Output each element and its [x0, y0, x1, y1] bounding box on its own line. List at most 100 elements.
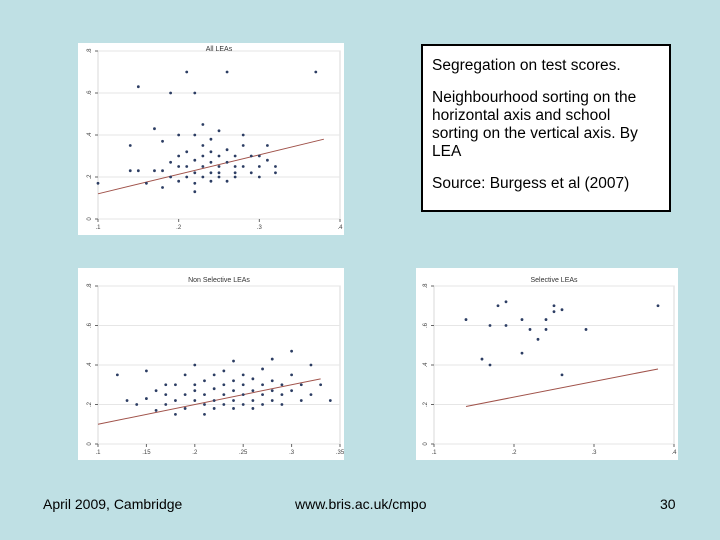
y-tick-label: 0 [87, 217, 93, 221]
data-point [169, 175, 172, 179]
y-tick-label: .4 [87, 132, 93, 138]
data-point [212, 387, 216, 391]
data-point [232, 389, 235, 393]
data-point [280, 393, 284, 397]
data-point [299, 383, 303, 387]
y-tick-label: .2 [87, 401, 93, 407]
data-point [203, 393, 206, 397]
y-tick-label: .4 [423, 362, 429, 368]
x-tick-label: .25 [239, 450, 248, 456]
data-point [201, 144, 205, 147]
data-point [222, 403, 226, 406]
callout-box: Segregation on test scores. Neighbourhoo… [421, 44, 671, 212]
scatter-plot-selective-leas: 0 .2 .4 .6 .8 .1 .2 .3 .4 Selective LEAs [423, 277, 677, 456]
data-point [261, 367, 264, 371]
data-point [193, 389, 197, 393]
data-point [309, 363, 313, 367]
data-point [241, 383, 245, 387]
data-point [217, 154, 221, 158]
data-point [161, 139, 164, 143]
data-point [212, 373, 216, 377]
data-point [241, 403, 245, 406]
chart-all-leas: 0 .2 .4 .6 .8 .1 .2 .3 .4 All LEAs [78, 43, 344, 235]
data-point [177, 165, 181, 168]
data-point [145, 369, 148, 373]
data-point [212, 399, 216, 402]
chart-title: Selective LEAs [530, 277, 578, 284]
data-point [241, 133, 245, 137]
data-point [128, 169, 132, 173]
data-point [309, 393, 313, 397]
y-tick-label: 0 [87, 442, 93, 446]
data-point [280, 383, 284, 387]
y-tick-label: .8 [423, 283, 429, 289]
data-point [233, 171, 237, 175]
data-point [232, 359, 235, 363]
data-point [161, 186, 164, 189]
footer-url: www.bris.ac.uk/cmpo [295, 496, 427, 512]
data-point [560, 308, 564, 312]
data-point [177, 179, 181, 183]
data-point [225, 179, 229, 183]
data-point [145, 397, 148, 400]
data-point [209, 137, 213, 141]
data-point [257, 165, 261, 168]
fit-line [97, 378, 321, 425]
data-point [241, 373, 245, 377]
data-point [251, 407, 255, 410]
page-number: 30 [660, 496, 676, 512]
data-point [520, 318, 524, 321]
data-point [169, 160, 172, 164]
data-point [290, 389, 293, 393]
data-point [504, 324, 508, 327]
fit-line [465, 368, 659, 407]
data-point [319, 383, 323, 387]
data-point [135, 403, 139, 406]
data-point [136, 85, 140, 89]
data-point [203, 379, 206, 383]
data-point [274, 171, 277, 175]
x-tick-label: .15 [142, 450, 151, 456]
scatter-plot-all-leas: 0 .2 .4 .6 .8 .1 .2 .3 .4 All LEAs [87, 46, 343, 231]
data-point [270, 399, 274, 402]
data-point [232, 399, 235, 402]
data-point [536, 337, 540, 341]
data-point [222, 369, 226, 373]
data-point [201, 123, 205, 126]
data-point [153, 127, 156, 131]
data-point [193, 383, 197, 387]
data-point [270, 379, 274, 383]
data-point [183, 373, 187, 377]
data-point [217, 175, 221, 179]
data-point [274, 165, 277, 168]
data-point [193, 91, 197, 95]
y-tick-label: .6 [423, 322, 429, 328]
data-point [225, 70, 229, 74]
data-point [225, 148, 229, 152]
data-point [185, 175, 189, 179]
fit-line [97, 138, 324, 195]
data-point [480, 357, 484, 361]
y-tick-label: .6 [87, 90, 93, 96]
data-point [232, 379, 235, 383]
data-point [209, 150, 213, 154]
x-tick-label: .4 [337, 225, 343, 231]
chart-title: Non Selective LEAs [188, 277, 250, 284]
data-point [193, 399, 197, 402]
data-point [185, 165, 189, 168]
data-point [217, 165, 221, 168]
data-point [201, 154, 205, 158]
data-point [257, 175, 261, 179]
data-point [266, 158, 269, 162]
data-point [251, 389, 255, 393]
x-tick-label: .1 [431, 450, 437, 456]
x-tick-label: .35 [336, 450, 344, 456]
data-point [193, 158, 197, 162]
data-point [270, 389, 274, 393]
data-point [233, 154, 237, 158]
data-point [115, 373, 119, 377]
data-point [201, 175, 205, 179]
data-point [584, 328, 588, 331]
chart-title: All LEAs [206, 46, 233, 53]
footer-date-location: April 2009, Cambridge [43, 496, 183, 512]
